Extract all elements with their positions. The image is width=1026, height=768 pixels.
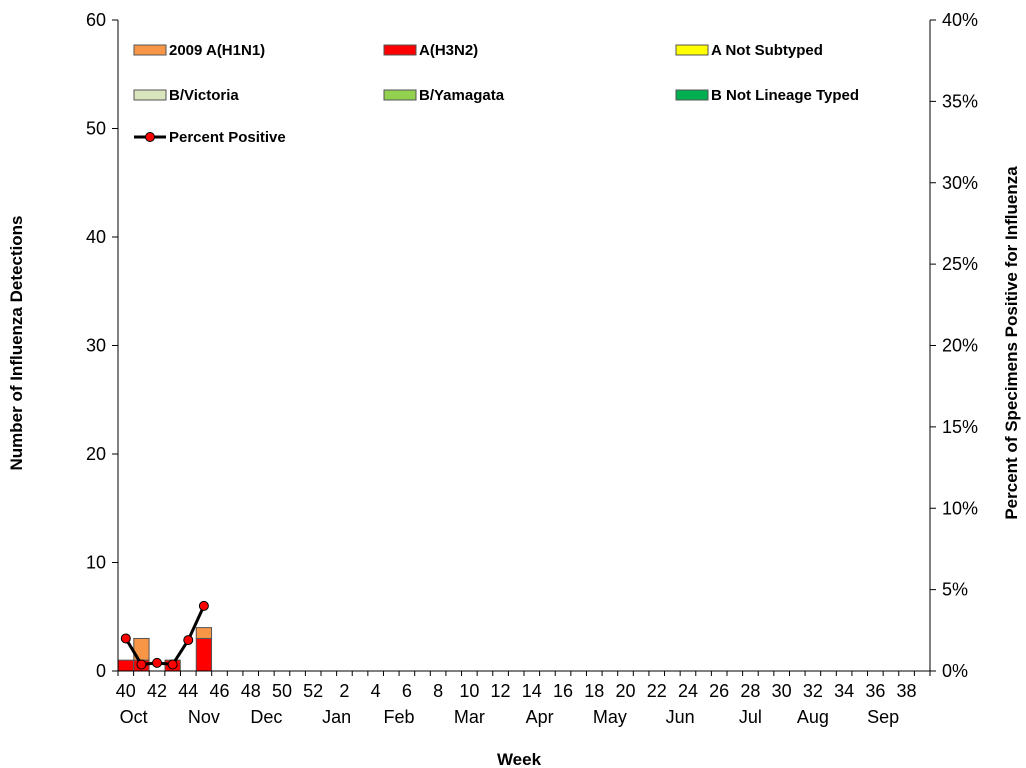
month-label: Sep (867, 707, 899, 727)
y-tick-label: 0 (96, 661, 106, 681)
x-axis-title: Week (497, 750, 542, 768)
y-tick-label: 30 (86, 336, 106, 356)
month-label: Jul (739, 707, 762, 727)
percent-positive-line (124, 605, 206, 667)
y2-tick-label: 30% (942, 173, 978, 193)
x-tick-label: 42 (147, 681, 167, 701)
percent-positive-point (183, 635, 194, 646)
y2-tick-label: 25% (942, 254, 978, 274)
month-label: Apr (526, 707, 554, 727)
percent-positive-point (120, 633, 131, 644)
x-tick-label: 38 (897, 681, 917, 701)
legend-label: Percent Positive (169, 129, 286, 146)
x-tick-label: 26 (709, 681, 729, 701)
percent-positive-point (167, 659, 178, 670)
legend-label: 2009 A(H1N1) (169, 42, 265, 59)
x-tick-label: 30 (772, 681, 792, 701)
legend-label: B/Victoria (169, 87, 239, 104)
y-tick-label: 10 (86, 553, 106, 573)
x-tick-label: 16 (553, 681, 573, 701)
x-tick-label: 44 (178, 681, 198, 701)
x-tick-label: 24 (678, 681, 698, 701)
month-label: Jan (322, 707, 351, 727)
plot-area (117, 600, 213, 672)
y-axis-title: Number of Influenza Detections (7, 215, 26, 470)
y-tick-label: 50 (86, 119, 106, 139)
x-tick-label: 12 (491, 681, 511, 701)
x-tick-label: 48 (241, 681, 261, 701)
y-tick-label: 40 (86, 227, 106, 247)
x-tick-label: 4 (371, 681, 381, 701)
month-label: Jun (666, 707, 695, 727)
percent-positive-point (152, 657, 163, 668)
month-label: Feb (384, 707, 415, 727)
y-tick-label: 60 (86, 10, 106, 30)
legend-label: B/Yamagata (419, 87, 505, 104)
x-tick-label: 10 (459, 681, 479, 701)
y2-tick-label: 5% (942, 580, 968, 600)
legend-swatch (675, 44, 709, 56)
x-tick-label: 40 (116, 681, 136, 701)
legend: 2009 A(H1N1) A(H3N2) A Not Subtyped B/Victo… (133, 42, 859, 146)
legend-swatch (675, 89, 709, 101)
y2-tick-label: 0% (942, 661, 968, 681)
y2-tick-label: 35% (942, 91, 978, 111)
percent-positive-point (198, 600, 209, 611)
x-tick-label: 22 (647, 681, 667, 701)
y2-tick-label: 20% (942, 336, 978, 356)
bar-segment (195, 627, 213, 639)
legend-swatch-marker (145, 132, 155, 142)
legend-swatch (383, 89, 417, 101)
x-tick-label: 20 (615, 681, 635, 701)
legend-label: A Not Subtyped (711, 42, 823, 59)
month-label: Mar (454, 707, 485, 727)
legend-label: B Not Lineage Typed (711, 87, 859, 104)
x-tick-label: 28 (740, 681, 760, 701)
legend-label: A(H3N2) (419, 42, 478, 59)
month-label: Dec (250, 707, 282, 727)
x-tick-label: 50 (272, 681, 292, 701)
y2-tick-label: 40% (942, 10, 978, 30)
x-tick-label: 2 (339, 681, 349, 701)
bar-segment (195, 637, 213, 672)
y2-tick-label: 10% (942, 498, 978, 518)
x-tick-label: 18 (584, 681, 604, 701)
x-tick-label: 32 (803, 681, 823, 701)
legend-swatch (133, 89, 167, 101)
bar-segment (117, 659, 134, 672)
x-tick-label: 6 (402, 681, 412, 701)
month-label: Aug (797, 707, 829, 727)
x-tick-label: 36 (865, 681, 885, 701)
month-label: May (593, 707, 627, 727)
x-tick-label: 46 (209, 681, 229, 701)
y2-axis-title: Percent of Specimens Positive for Influe… (1002, 166, 1021, 520)
y-tick-label: 20 (86, 444, 106, 464)
month-label: Oct (120, 707, 148, 727)
axes: 0 10 20 30 40 50 60 0% 5% 10% 15% 20% 25% 30% 35% 40% 40… (86, 10, 978, 727)
x-tick-label: 52 (303, 681, 323, 701)
x-tick-label: 14 (522, 681, 542, 701)
x-tick-label: 8 (433, 681, 443, 701)
x-tick-label: 34 (834, 681, 854, 701)
y2-tick-label: 15% (942, 417, 978, 437)
percent-positive-point (136, 659, 147, 670)
legend-swatch (133, 44, 167, 56)
legend-swatch (383, 44, 417, 56)
month-label: Nov (188, 707, 220, 727)
